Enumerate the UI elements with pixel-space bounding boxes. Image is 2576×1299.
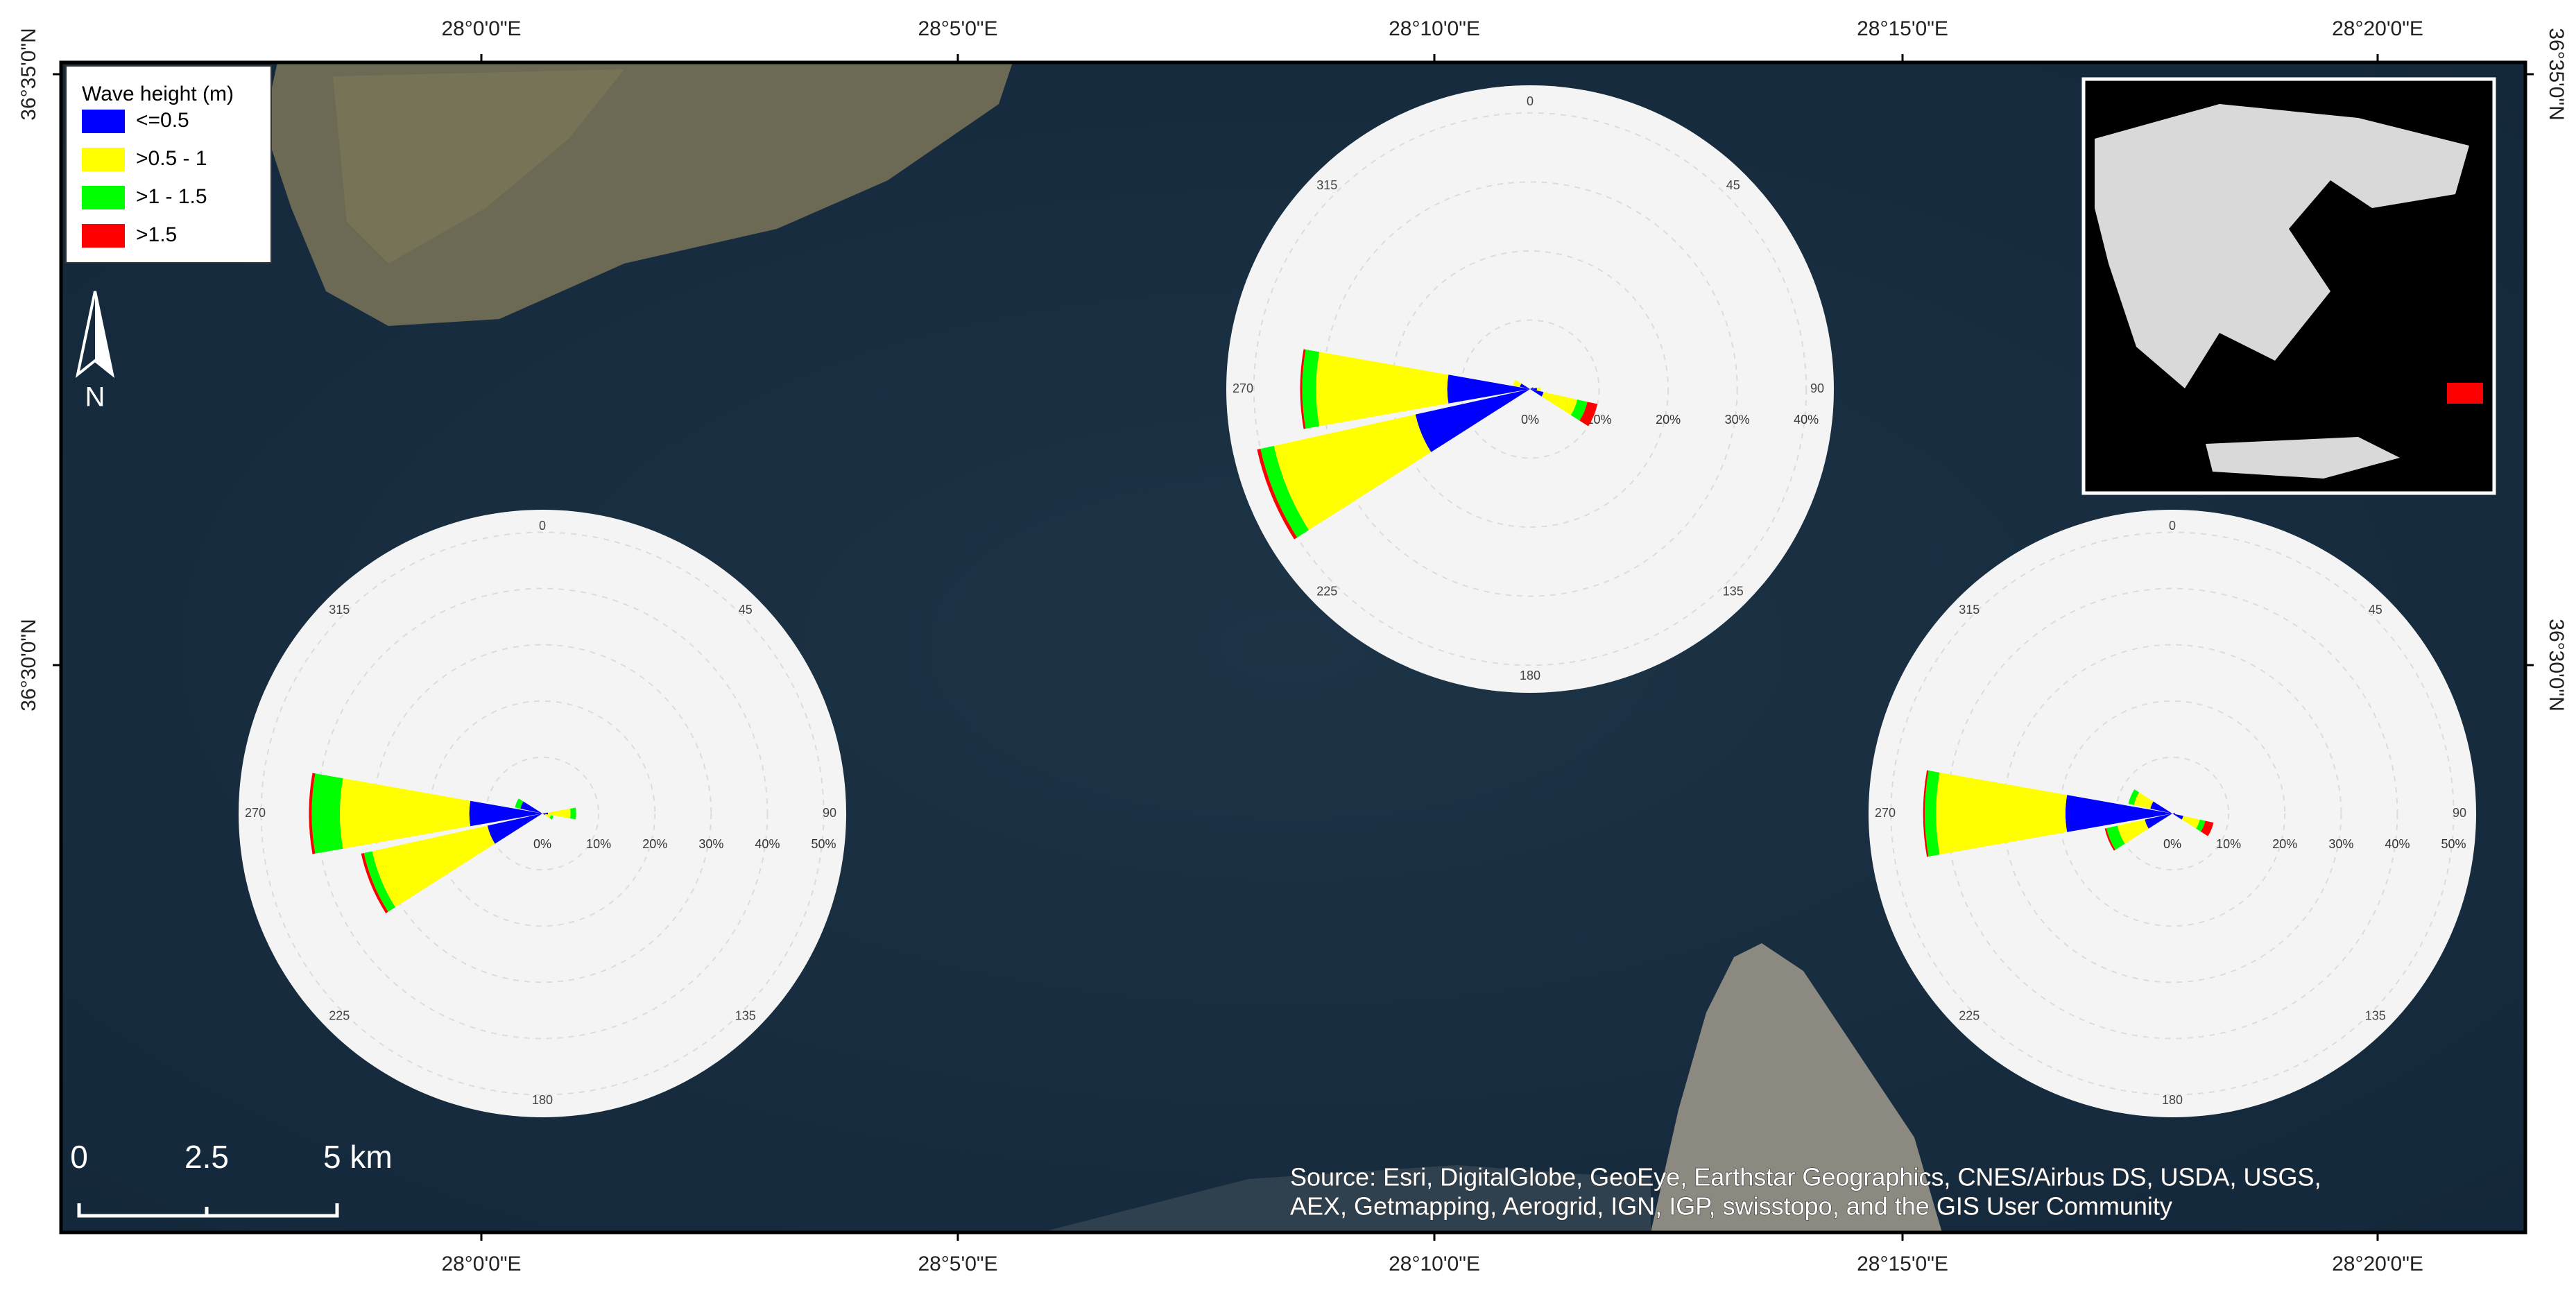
rose-ring-label: 10% [2216, 837, 2241, 851]
scale-label: 5 km [323, 1139, 393, 1175]
rose-direction-label: 315 [1959, 603, 1980, 617]
legend-swatch [82, 224, 125, 248]
rose-direction-label: 45 [739, 603, 753, 617]
rose-ring-label: 0% [1521, 413, 1539, 427]
lon-label: 28°5'0"E [918, 17, 997, 40]
inset-study-area [2447, 383, 2483, 404]
rose-direction-label: 225 [1959, 1008, 1980, 1022]
wind-rose: 0% 10% 20% 30% 40% 50% 0 45 90 135 180 225 270 315 [1869, 510, 2476, 1117]
wind-rose: 0% 10% 20% 30% 40% 50% 0 45 90 135 180 225 270 315 [239, 510, 846, 1117]
rose-direction-label: 225 [329, 1008, 350, 1022]
source-line: Source: Esri, DigitalGlobe, GeoEye, Eart… [1290, 1163, 2321, 1192]
legend-swatch [82, 110, 125, 133]
lon-label: 28°20'0"E [2332, 17, 2423, 40]
rose-wedge [1537, 387, 1540, 390]
rose-ring-label: 30% [1725, 413, 1750, 427]
rose-direction-label: 270 [1233, 381, 1253, 395]
legend-label: >0.5 - 1 [136, 147, 207, 170]
rose-direction-label: 135 [2365, 1008, 2386, 1022]
rose-direction-label: 270 [245, 806, 266, 820]
lat-label: 36°30'0"N [17, 619, 40, 711]
rose-ring-label: 40% [755, 837, 780, 851]
rose-ring-label: 30% [2328, 837, 2353, 851]
legend-label: >1 - 1.5 [136, 185, 207, 208]
rose-direction-label: 180 [2162, 1093, 2183, 1107]
rose-ring-label: 20% [2272, 837, 2297, 851]
rose-direction-label: 90 [2453, 806, 2466, 820]
legend-title: Wave height (m) [82, 83, 234, 105]
rose-direction-label: 270 [1875, 806, 1896, 820]
rose-ring-label: 50% [812, 837, 836, 851]
lon-label: 28°10'0"E [1389, 17, 1480, 40]
rose-direction-label: 90 [1810, 381, 1824, 395]
rose-direction-label: 0 [539, 519, 546, 533]
rose-wedge [311, 773, 343, 853]
north-label: N [85, 382, 105, 413]
rose-direction-label: 90 [823, 806, 836, 820]
lon-label: 28°20'0"E [2332, 1253, 2423, 1275]
legend-label: >1.5 [136, 223, 177, 246]
lat-label: 36°35'0"N [17, 28, 40, 120]
legend-swatch [82, 148, 125, 171]
scale-label: 0 [70, 1139, 88, 1175]
lon-label: 28°15'0"E [1857, 1253, 1948, 1275]
rose-direction-label: 315 [329, 603, 350, 617]
legend-label: <=0.5 [136, 109, 189, 132]
source-line: AEX, Getmapping, Aerogrid, IGN, IGP, swi… [1290, 1192, 2172, 1221]
rose-ring-label: 20% [642, 837, 667, 851]
rose-ring-label: 0% [533, 837, 551, 851]
rose-direction-label: 180 [1520, 669, 1540, 682]
rose-direction-label: 180 [532, 1093, 553, 1107]
rose-direction-label: 135 [735, 1008, 756, 1022]
rose-ring-label: 10% [586, 837, 611, 851]
rose-direction-label: 45 [2369, 603, 2382, 617]
lon-label: 28°15'0"E [1857, 17, 1948, 40]
lon-label: 28°0'0"E [441, 17, 521, 40]
rose-direction-label: 0 [1527, 94, 1534, 108]
rose-ring-label: 30% [698, 837, 723, 851]
scale-label: 2.5 [184, 1139, 229, 1175]
rose-ring-label: 40% [2385, 837, 2410, 851]
rose-ring-label: 20% [1656, 413, 1681, 427]
rose-direction-label: 45 [1726, 178, 1740, 192]
legend-swatch [82, 186, 125, 209]
rose-direction-label: 135 [1723, 584, 1744, 598]
rose-direction-label: 0 [2169, 519, 2176, 533]
rose-wedge [570, 808, 576, 820]
rose-ring-label: 50% [2441, 837, 2466, 851]
rose-ring-label: 40% [1794, 413, 1819, 427]
lon-label: 28°0'0"E [441, 1253, 521, 1275]
lat-label: 36°30'0"N [2545, 619, 2568, 711]
rose-ring-label: 0% [2163, 837, 2181, 851]
rose-direction-label: 315 [1316, 178, 1337, 192]
lon-label: 28°5'0"E [918, 1253, 997, 1275]
rose-direction-label: 225 [1316, 584, 1337, 598]
lat-label: 36°35'0"N [2545, 28, 2568, 120]
lon-label: 28°10'0"E [1389, 1253, 1480, 1275]
